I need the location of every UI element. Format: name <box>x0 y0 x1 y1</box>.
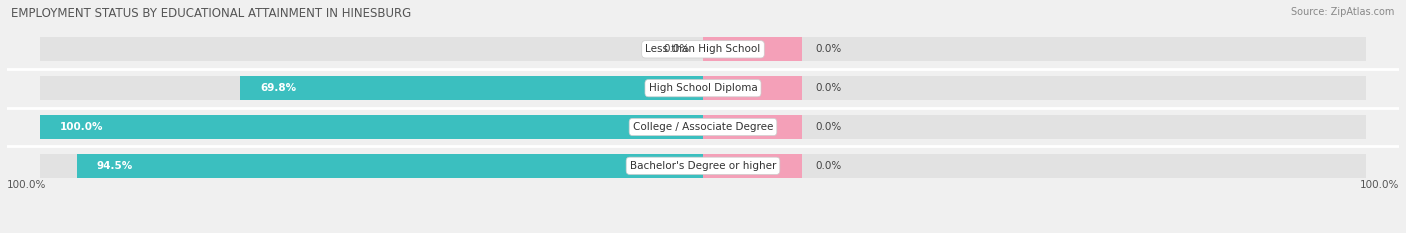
Bar <box>41 115 703 139</box>
Bar <box>240 76 703 100</box>
Bar <box>41 115 703 139</box>
Text: 100.0%: 100.0% <box>60 122 104 132</box>
Text: 0.0%: 0.0% <box>815 83 842 93</box>
Bar <box>76 154 703 178</box>
Bar <box>703 37 1365 61</box>
Bar <box>703 115 1365 139</box>
Bar <box>41 154 703 178</box>
Text: Bachelor's Degree or higher: Bachelor's Degree or higher <box>630 161 776 171</box>
Bar <box>703 115 803 139</box>
Text: Less than High School: Less than High School <box>645 44 761 54</box>
Text: 0.0%: 0.0% <box>815 122 842 132</box>
Bar <box>41 76 703 100</box>
Text: 94.5%: 94.5% <box>97 161 132 171</box>
Text: 69.8%: 69.8% <box>260 83 297 93</box>
Text: 0.0%: 0.0% <box>815 161 842 171</box>
Bar <box>703 76 803 100</box>
Text: Source: ZipAtlas.com: Source: ZipAtlas.com <box>1291 7 1395 17</box>
Text: 0.0%: 0.0% <box>815 44 842 54</box>
Bar <box>703 37 803 61</box>
Bar <box>703 76 1365 100</box>
Text: High School Diploma: High School Diploma <box>648 83 758 93</box>
Text: College / Associate Degree: College / Associate Degree <box>633 122 773 132</box>
Bar <box>703 154 1365 178</box>
Bar <box>41 37 703 61</box>
Bar <box>703 154 803 178</box>
Text: 100.0%: 100.0% <box>1360 180 1399 190</box>
Text: 0.0%: 0.0% <box>664 44 690 54</box>
Text: EMPLOYMENT STATUS BY EDUCATIONAL ATTAINMENT IN HINESBURG: EMPLOYMENT STATUS BY EDUCATIONAL ATTAINM… <box>11 7 412 20</box>
Text: 100.0%: 100.0% <box>7 180 46 190</box>
